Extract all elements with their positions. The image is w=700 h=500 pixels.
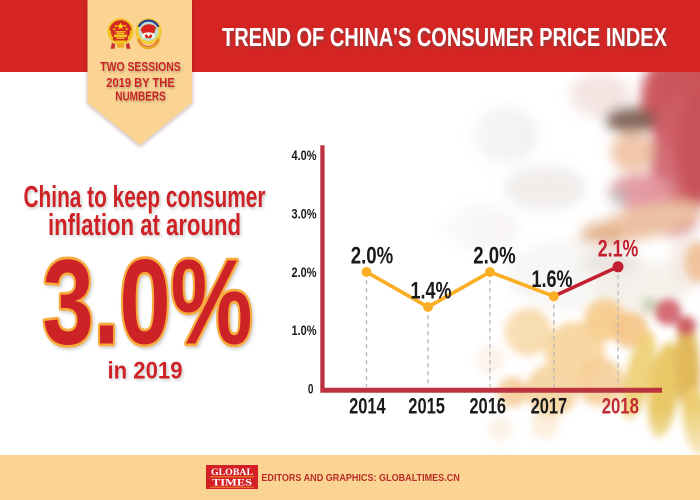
svg-text:in 2019: in 2019 [108,358,183,385]
svg-text:3.0%: 3.0% [292,205,317,221]
svg-text:TWO SESSIONS: TWO SESSIONS [100,59,181,74]
svg-text:1.0%: 1.0% [292,322,317,338]
svg-text:2.0%: 2.0% [473,243,516,270]
svg-text:TIMES: TIMES [212,478,252,488]
svg-text:2017: 2017 [531,393,568,418]
svg-text:2.0%: 2.0% [292,264,317,280]
svg-text:1.4%: 1.4% [411,278,452,305]
svg-text:2.1%: 2.1% [598,236,639,263]
svg-text:inflation at around: inflation at around [48,207,241,242]
svg-text:GLOBAL: GLOBAL [211,468,253,478]
svg-text:2016: 2016 [469,393,506,418]
svg-text:1.6%: 1.6% [532,266,573,293]
svg-text:2019 BY THE: 2019 BY THE [106,75,175,90]
svg-text:0: 0 [308,381,314,397]
svg-text:China to keep consumer: China to keep consumer [24,179,266,214]
svg-text:4.0%: 4.0% [292,147,317,163]
svg-text:3.0%: 3.0% [43,234,253,370]
svg-text:2018: 2018 [602,393,639,418]
svg-text:2015: 2015 [408,393,445,418]
svg-text:2014: 2014 [349,393,386,418]
svg-text:EDITORS AND GRAPHICS: GLOBALTI: EDITORS AND GRAPHICS: GLOBALTIMES.CN [261,472,459,484]
svg-text:NUMBERS: NUMBERS [115,89,166,104]
svg-text:TREND OF CHINA'S CONSUMER PRIC: TREND OF CHINA'S CONSUMER PRICE INDEX [222,22,667,52]
svg-text:2.0%: 2.0% [351,243,394,270]
